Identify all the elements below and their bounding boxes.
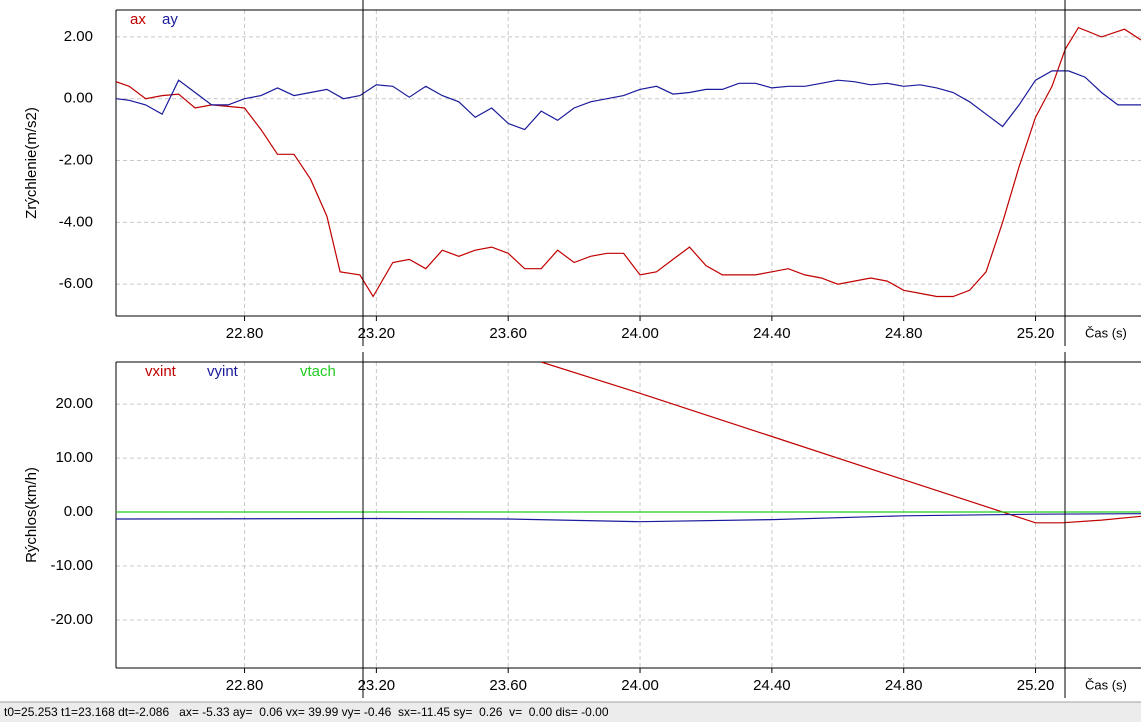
legend-entry: ax bbox=[130, 11, 146, 28]
legend-entry: vtach bbox=[300, 363, 336, 380]
y-axis-label: Rýchlos(km/h) bbox=[23, 467, 40, 563]
x-tick-label: 24.80 bbox=[885, 325, 923, 342]
plot-series-group bbox=[116, 362, 1141, 524]
x-tick-label: 24.80 bbox=[885, 677, 923, 694]
y-tick-label: -6.00 bbox=[59, 275, 93, 292]
y-tick-label: -2.00 bbox=[59, 151, 93, 168]
y-tick-label: 2.00 bbox=[64, 28, 93, 45]
x-axis-label: Čas (s) bbox=[1085, 677, 1127, 692]
x-tick-label: 25.20 bbox=[1017, 325, 1055, 342]
y-tick-label: -10.00 bbox=[50, 557, 93, 574]
x-tick-label: 24.00 bbox=[621, 677, 659, 694]
x-axis-label: Čas (s) bbox=[1085, 325, 1127, 340]
plot-series-group bbox=[116, 26, 1141, 298]
x-tick-label: 24.40 bbox=[753, 677, 791, 694]
x-tick-label: 23.60 bbox=[489, 677, 527, 694]
legend-entry: vxint bbox=[145, 363, 177, 380]
series-line bbox=[116, 26, 1141, 298]
series-line bbox=[116, 70, 1141, 131]
x-tick-label: 24.00 bbox=[621, 325, 659, 342]
x-tick-label: 22.80 bbox=[226, 325, 264, 342]
y-axis-label: Zrýchlenie(m/s2) bbox=[23, 107, 40, 219]
status-bar bbox=[0, 702, 1141, 722]
y-tick-label: -20.00 bbox=[50, 611, 93, 628]
status-text: t0=25.253 t1=23.168 dt=-2.086 ax= -5.33 … bbox=[4, 705, 609, 719]
x-tick-label: 23.60 bbox=[489, 325, 527, 342]
legend-entry: ay bbox=[162, 11, 178, 28]
x-tick-label: 23.20 bbox=[358, 677, 396, 694]
y-tick-label: 20.00 bbox=[55, 395, 93, 412]
y-tick-label: -4.00 bbox=[59, 213, 93, 230]
series-line bbox=[541, 362, 1141, 524]
x-tick-label: 24.40 bbox=[753, 325, 791, 342]
x-tick-label: 22.80 bbox=[226, 677, 264, 694]
x-tick-label: 25.20 bbox=[1017, 677, 1055, 694]
series-line bbox=[116, 513, 1141, 523]
legend-entry: vyint bbox=[207, 363, 239, 380]
y-tick-label: 0.00 bbox=[64, 503, 93, 520]
y-tick-label: 10.00 bbox=[55, 449, 93, 466]
y-tick-label: 0.00 bbox=[64, 90, 93, 107]
x-tick-label: 23.20 bbox=[358, 325, 396, 342]
